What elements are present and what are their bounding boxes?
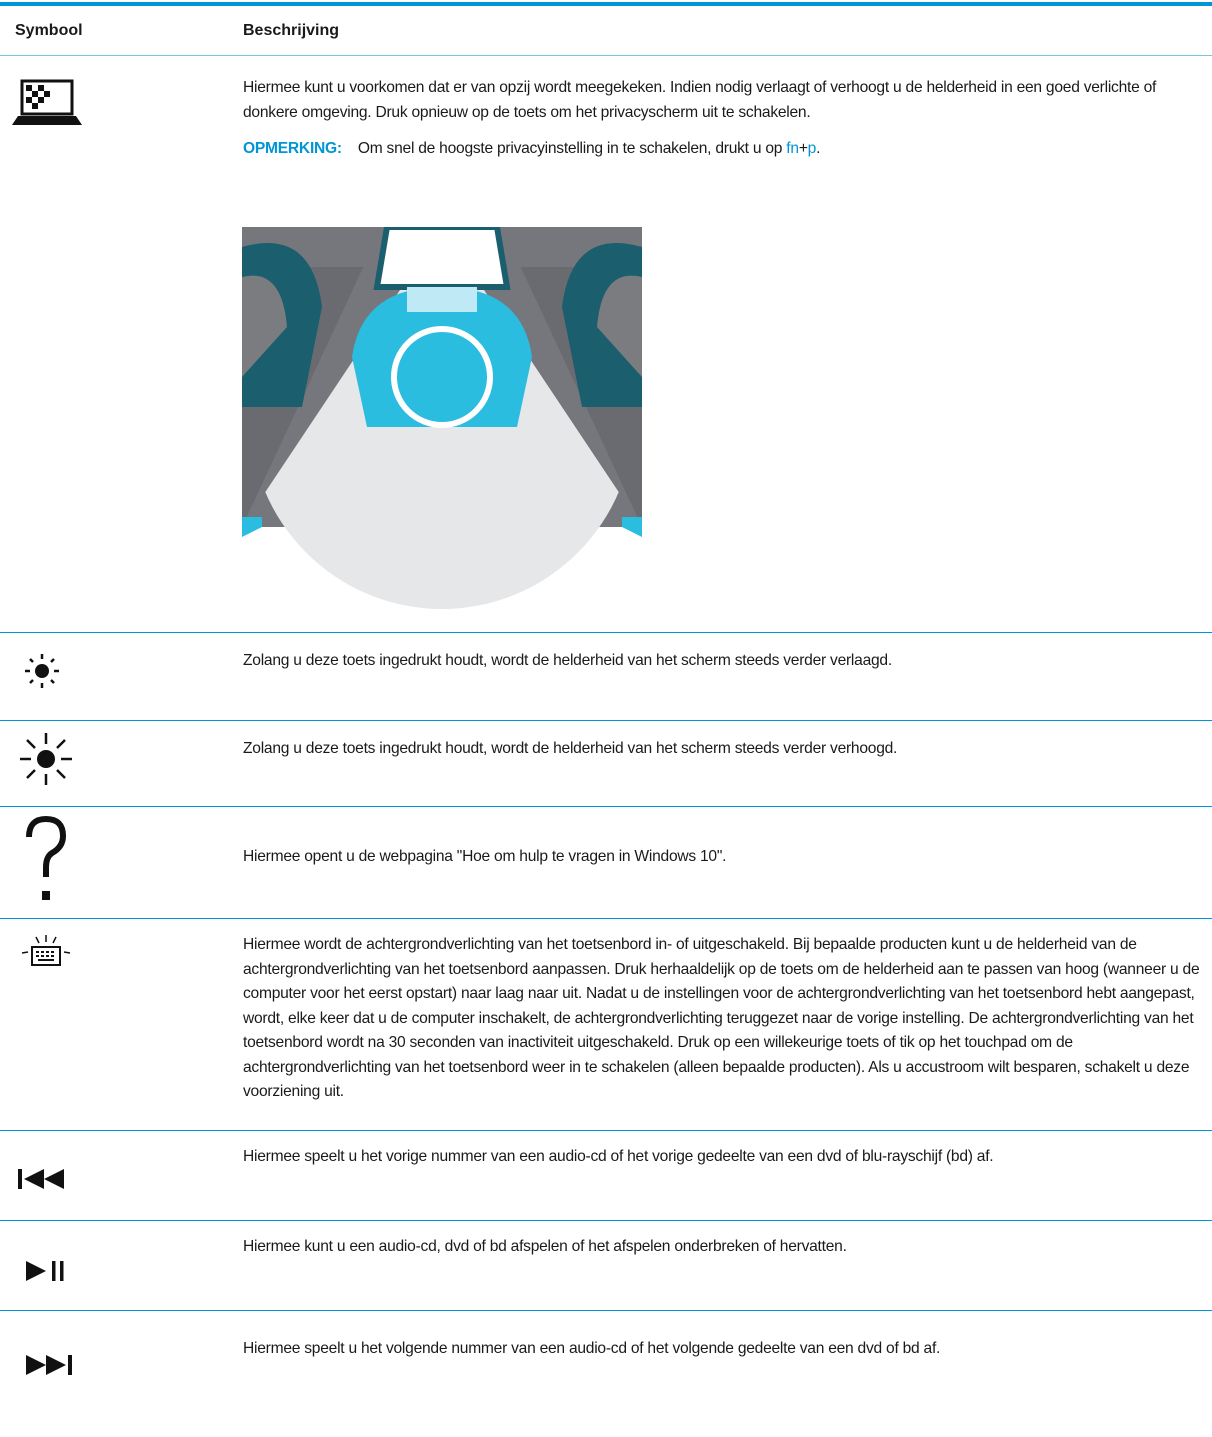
privacy-illustration bbox=[242, 227, 642, 609]
row: Hiermee kunt u voorkomen dat er van opzi… bbox=[0, 55, 1212, 632]
description: Hiermee wordt de achtergrondverlichting … bbox=[243, 936, 1200, 1100]
description: Zolang u deze toets ingedrukt houdt, wor… bbox=[243, 740, 898, 757]
previous-track-icon bbox=[18, 1169, 64, 1189]
row: Hiermee kunt u een audio-cd, dvd of bd a… bbox=[0, 1220, 1212, 1310]
brightness-down-icon bbox=[25, 654, 59, 688]
period: . bbox=[816, 140, 821, 157]
plus: + bbox=[798, 140, 808, 157]
description: Hiermee kunt u voorkomen dat er van opzi… bbox=[243, 76, 1201, 162]
header-description: Beschrijving bbox=[243, 22, 340, 39]
description: Hiermee opent u de webpagina "Hoe om hul… bbox=[243, 848, 727, 865]
note: OPMERKING: Om snel de hoogste privacyinst… bbox=[243, 137, 1201, 162]
top-rule bbox=[0, 2, 1212, 6]
brightness-up-icon bbox=[20, 733, 72, 785]
description: Zolang u deze toets ingedrukt houdt, wor… bbox=[243, 652, 892, 669]
privacy-icon bbox=[12, 79, 82, 125]
note-text: Om snel de hoogste privacyinstelling in … bbox=[357, 140, 783, 157]
row: Zolang u deze toets ingedrukt houdt, wor… bbox=[0, 632, 1212, 720]
row: Hiermee wordt de achtergrondverlichting … bbox=[0, 918, 1212, 1130]
key: fn bbox=[786, 140, 799, 157]
key: p bbox=[807, 140, 817, 157]
row: Zolang u deze toets ingedrukt houdt, wor… bbox=[0, 720, 1212, 806]
description: Hiermee speelt u het vorige nummer van e… bbox=[243, 1148, 994, 1165]
header-symbol: Symbool bbox=[15, 22, 83, 39]
description-text: Hiermee kunt u voorkomen dat er van opzi… bbox=[243, 79, 1157, 121]
description: Hiermee kunt u een audio-cd, dvd of bd a… bbox=[243, 1238, 847, 1255]
description: Hiermee speelt u het volgende nummer van… bbox=[243, 1340, 941, 1357]
row: Hiermee opent u de webpagina "Hoe om hul… bbox=[0, 806, 1212, 918]
help-icon bbox=[26, 815, 67, 900]
play-pause-icon bbox=[26, 1261, 64, 1281]
note-label: OPMERKING: bbox=[243, 140, 342, 157]
row: Hiermee speelt u het vorige nummer van e… bbox=[0, 1130, 1212, 1220]
keyboard-backlight-icon bbox=[21, 935, 71, 966]
row: Hiermee speelt u het volgende nummer van… bbox=[0, 1310, 1212, 1437]
next-track-icon bbox=[26, 1355, 72, 1375]
